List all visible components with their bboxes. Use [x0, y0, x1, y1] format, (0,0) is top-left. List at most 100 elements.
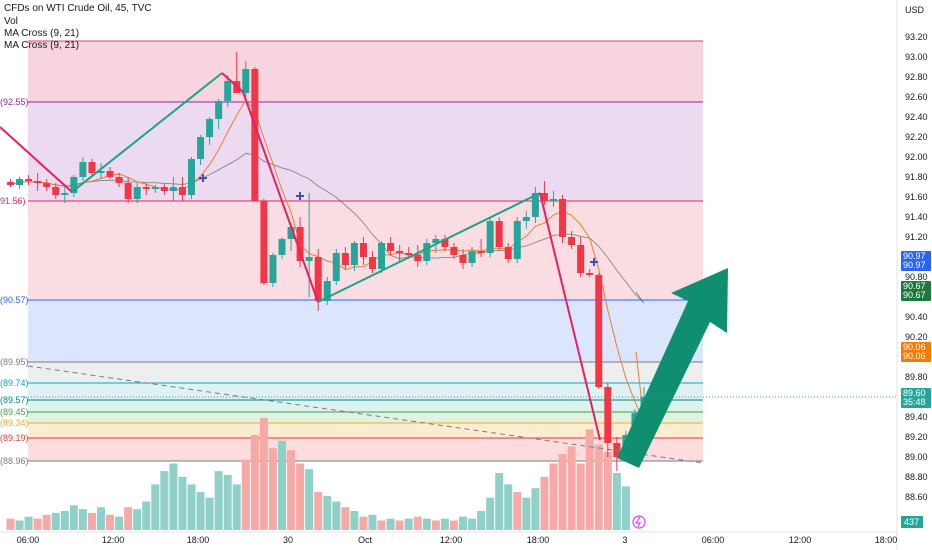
candle-body: [323, 281, 331, 301]
candle-body: [133, 187, 141, 199]
volume-bar: [223, 474, 232, 530]
candle-body: [151, 187, 159, 189]
candle-body: [522, 217, 530, 221]
volume-bar: [549, 463, 558, 530]
zigzag-segment: [221, 72, 244, 93]
volume-bar: [278, 440, 286, 530]
price-tag: [901, 388, 931, 408]
candle-body: [423, 243, 431, 261]
price-tag-label: 90.67: [903, 281, 926, 291]
candle-body: [477, 251, 485, 253]
fib-band: [28, 383, 703, 400]
price-tag-label: 35:48: [903, 397, 926, 407]
candle-body: [341, 253, 349, 265]
time-tick-label: 06:00: [702, 535, 725, 545]
price-tick-label: 89.20: [905, 432, 928, 442]
candle-body: [540, 193, 548, 201]
volume-bar: [151, 484, 160, 530]
fib-level-label: (88.96): [0, 456, 29, 466]
volume-bar: [477, 511, 486, 530]
ma-cross-marker: [590, 258, 598, 266]
volume-bar: [395, 520, 404, 530]
price-tick-label: 92.40: [905, 112, 928, 122]
fib-band: [28, 41, 703, 102]
volume-bar: [368, 514, 377, 530]
volume-bar: [531, 488, 540, 530]
price-tick-label: 88.60: [905, 492, 928, 502]
candle-body: [604, 387, 612, 443]
candle-body: [97, 171, 105, 173]
candle-body: [34, 181, 42, 183]
time-tick-label: 30: [283, 535, 293, 545]
ma-cross-marker: [296, 192, 304, 200]
fib-band: [28, 362, 703, 383]
volume-bar: [305, 469, 314, 530]
price-tick-label: 91.60: [905, 192, 928, 202]
fib-levels: (92.55) 91.56) (90.57) (89.95) (89.74) (89.57…: [0, 40, 703, 466]
price-axis[interactable]: 93.20 93.00 92.80 92.60 92.40 92.20 92.00 91.80…: [896, 0, 928, 550]
candle-body: [332, 253, 340, 281]
volume-bar: [250, 435, 259, 530]
volume-bar: [214, 471, 223, 530]
volume-bar: [495, 473, 504, 530]
fib-band: [28, 300, 703, 362]
volume-bar: [576, 463, 585, 530]
volume-bar: [97, 507, 105, 530]
forecast-arrow: [617, 268, 728, 468]
candle-body: [568, 237, 576, 245]
currency-label[interactable]: USD: [905, 5, 925, 15]
candle-body: [595, 275, 603, 387]
volume-bar: [124, 507, 133, 530]
volume-bar: [449, 520, 458, 530]
candle-body: [197, 137, 205, 159]
fib-band: [28, 400, 703, 412]
candle-body: [160, 187, 168, 191]
time-tick-label: 18:00: [187, 535, 210, 545]
fib-level-label: (89.95): [0, 357, 29, 367]
price-tick-label: 92.80: [905, 72, 928, 82]
chart-title: CFDs on WTI Crude Oil, 45, TVC: [4, 3, 152, 14]
ma-cross-legend-1: MA Cross (9, 21): [4, 28, 80, 39]
candle-body: [531, 193, 539, 217]
price-tag: [901, 281, 931, 301]
fib-band: [28, 438, 703, 461]
volume-bar: [60, 511, 69, 530]
volume-bar: [513, 492, 522, 530]
fib-level-label: (89.57): [0, 395, 29, 405]
volume-bar: [287, 450, 296, 530]
fib-level-label: (89.34): [0, 418, 29, 428]
candle-body: [169, 187, 177, 191]
time-axis[interactable]: 06:00 12:00 18:00 30 Oct 12:00 18:00 3 06:00 12:0…: [0, 531, 897, 545]
volume-bar: [468, 518, 477, 530]
time-tick-label: 12:00: [789, 535, 812, 545]
candle-body: [88, 162, 96, 173]
candle-body: [387, 243, 395, 251]
candle-body: [206, 119, 214, 137]
candle-body: [359, 243, 367, 257]
volume-bar: [51, 512, 60, 530]
fib-band: [28, 102, 703, 201]
volume-bar: [332, 501, 341, 530]
price-tag: [901, 251, 931, 271]
volume-bar: [169, 463, 178, 530]
candle-body: [314, 257, 322, 301]
zigzag-segment: [0, 126, 73, 193]
volume-bar: [268, 448, 277, 530]
candle-body: [70, 177, 78, 193]
price-tick-label: 91.40: [905, 212, 928, 222]
fib-level-label: (92.55): [0, 97, 29, 107]
price-tag-label: 89.60: [903, 388, 926, 398]
volume-tag-label: 437: [904, 517, 919, 527]
volume-bar: [142, 501, 151, 530]
lightning-icon: [632, 515, 646, 529]
candle-body: [242, 69, 250, 93]
volume-bar: [486, 497, 495, 530]
candle-body: [378, 243, 386, 269]
price-tick-label: 91.20: [905, 232, 928, 242]
time-tick-label: 18:00: [527, 535, 550, 545]
volume-bar: [133, 509, 142, 530]
volume-bar: [33, 518, 42, 530]
price-tick-label: 93.20: [905, 32, 928, 42]
